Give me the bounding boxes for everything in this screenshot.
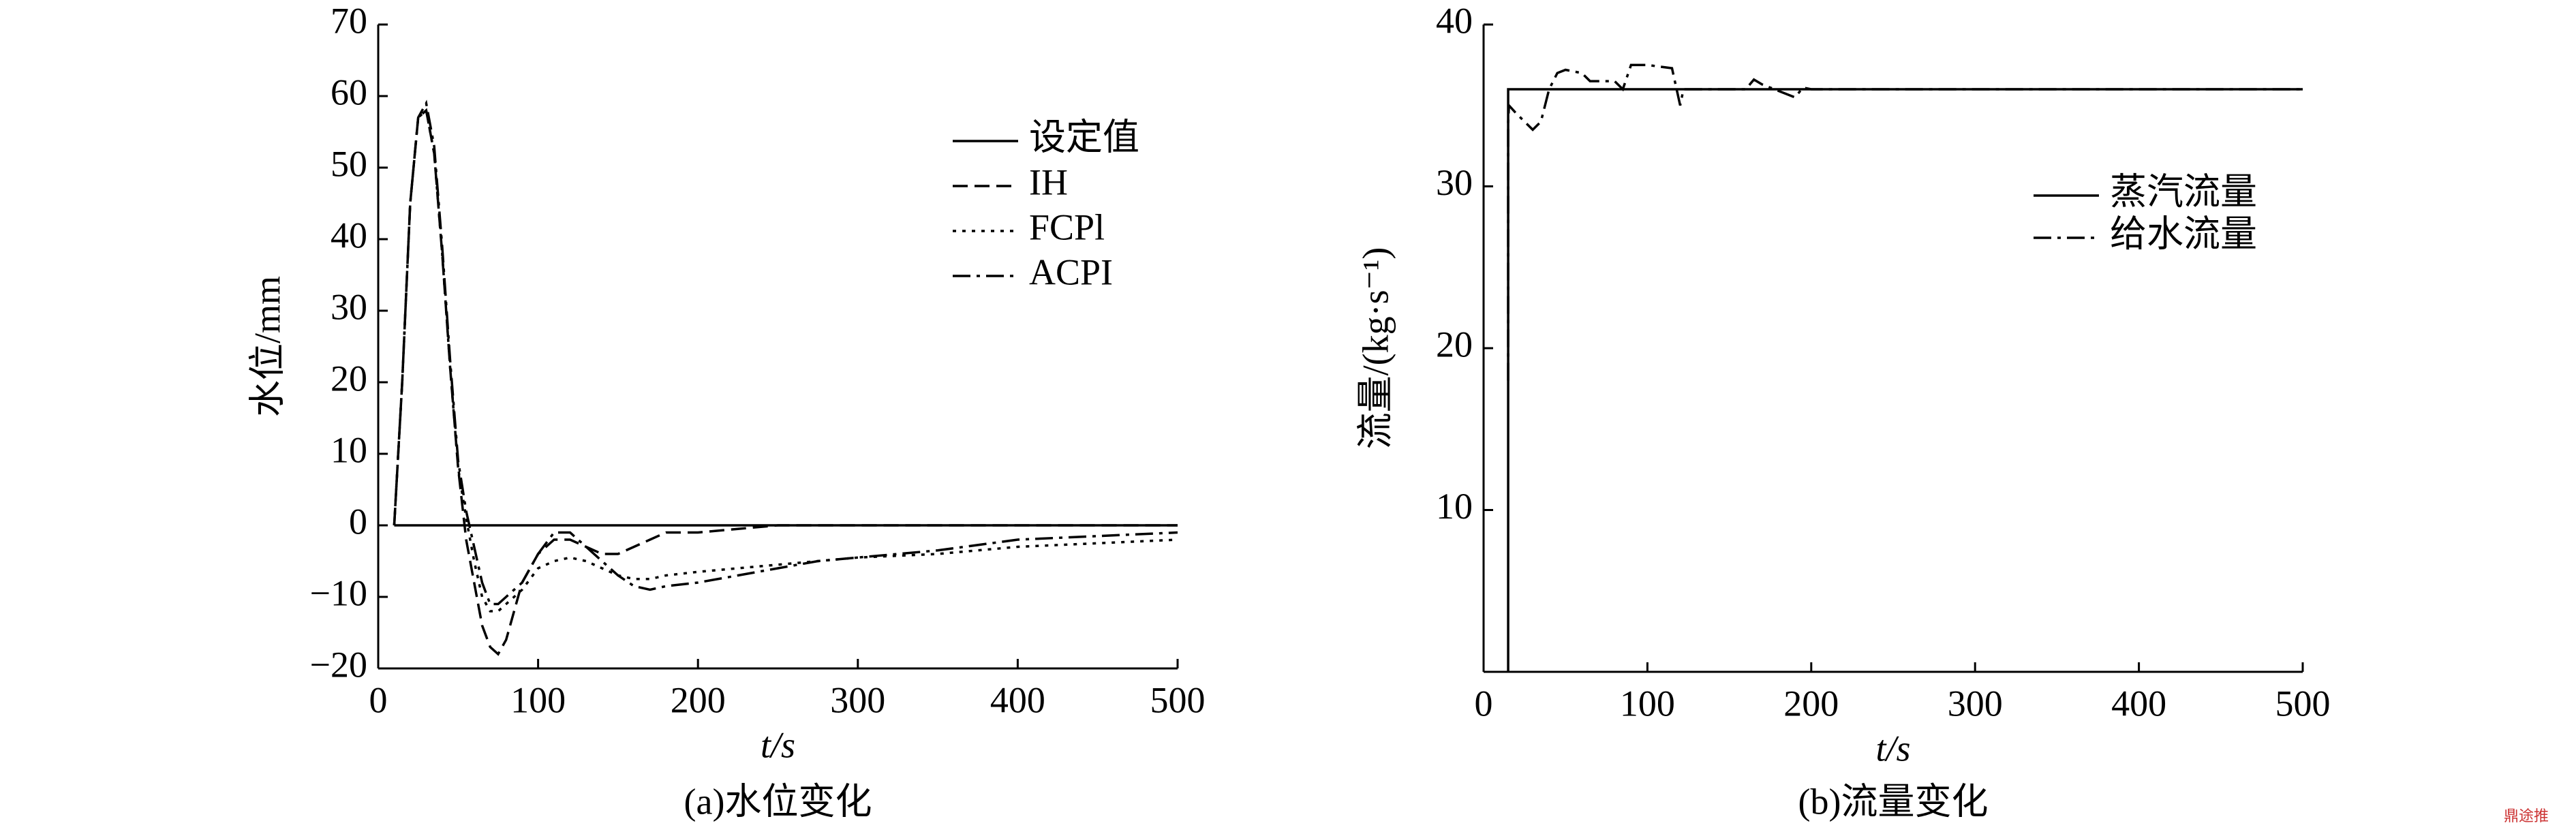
- legend-label: 蒸汽流量: [2110, 171, 2257, 212]
- watermark: 鼎途推: [2504, 807, 2549, 824]
- x-tick-label: 100: [510, 679, 566, 720]
- x-tick-label: 500: [1150, 679, 1206, 720]
- series-line: [1507, 88, 2303, 672]
- x-tick-label: 0: [369, 679, 388, 720]
- y-axis-label: 水位/mm: [247, 276, 288, 417]
- y-tick-label: 40: [331, 215, 367, 256]
- legend-label: IH: [1029, 161, 1068, 202]
- x-tick-label: 100: [1620, 683, 1675, 724]
- x-tick-label: 400: [990, 679, 1045, 720]
- x-tick-label: 300: [1948, 683, 2003, 724]
- x-tick-label: 200: [671, 679, 726, 720]
- y-tick-label: 60: [331, 72, 367, 112]
- y-tick-label: 40: [1436, 0, 1473, 41]
- legend-label: 给水流量: [2110, 213, 2257, 254]
- caption: (a)水位变化: [684, 781, 872, 822]
- legend-label: 设定值: [1029, 117, 1139, 157]
- y-tick-label: 20: [1436, 324, 1473, 365]
- y-tick-label: 20: [331, 358, 367, 399]
- series-line: [1507, 63, 2303, 381]
- x-axis-label: t/s: [761, 724, 795, 765]
- legend-label: ACPI: [1029, 251, 1113, 292]
- y-tick-label: 10: [331, 429, 367, 470]
- legend-label: FCPl: [1029, 206, 1105, 247]
- x-tick-label: 500: [2275, 683, 2331, 724]
- caption: (b)流量变化: [1798, 781, 1989, 822]
- y-axis-label: 流量/(kg·s⁻¹): [1355, 247, 1396, 450]
- x-tick-label: 200: [1783, 683, 1839, 724]
- y-tick-label: −20: [310, 644, 367, 685]
- y-tick-label: 50: [331, 143, 367, 184]
- y-tick-label: 10: [1436, 486, 1473, 527]
- x-axis-label: t/s: [1875, 728, 1910, 769]
- y-tick-label: 30: [331, 286, 367, 327]
- y-tick-label: 70: [331, 0, 367, 41]
- y-tick-label: 0: [349, 501, 367, 542]
- y-tick-label: −10: [310, 572, 367, 613]
- x-tick-label: 400: [2111, 683, 2166, 724]
- x-tick-label: 300: [830, 679, 885, 720]
- x-tick-label: 0: [1475, 683, 1493, 724]
- y-tick-label: 30: [1436, 162, 1473, 203]
- series-line: [393, 99, 1178, 606]
- series-line: [393, 108, 1178, 613]
